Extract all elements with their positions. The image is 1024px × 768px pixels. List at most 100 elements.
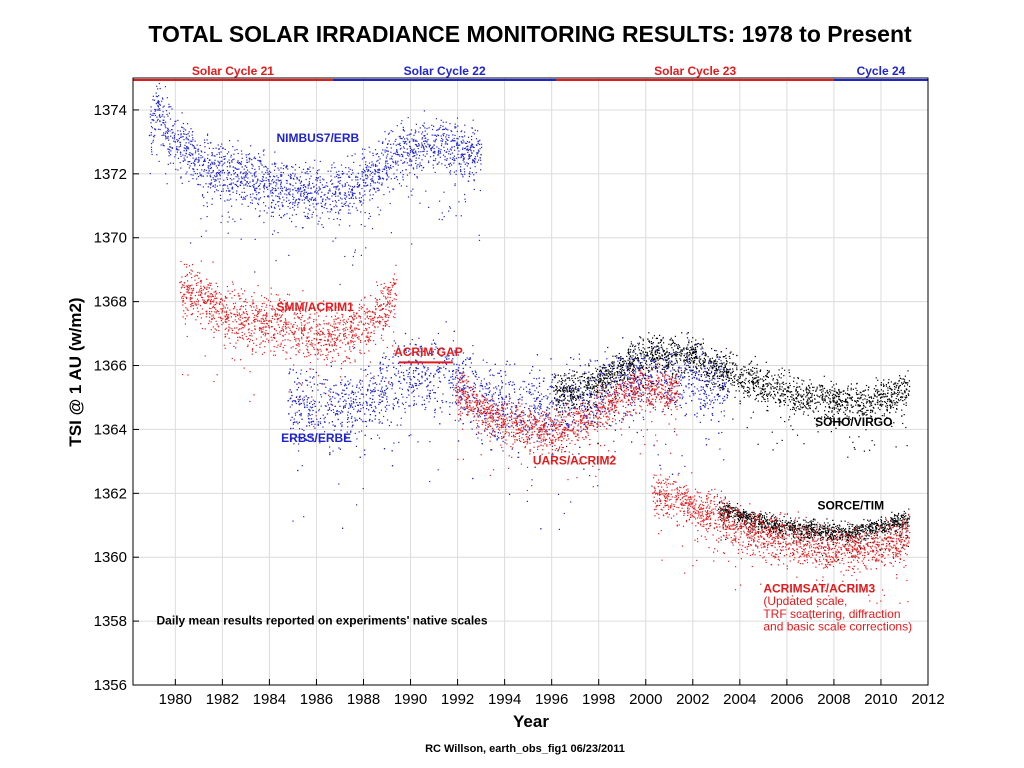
data-point bbox=[209, 300, 212, 303]
series-erbs-erbe bbox=[287, 321, 730, 530]
annotation-acrim3-l2: TRF scattering, diffraction bbox=[763, 607, 900, 621]
x-tick-label: 2012 bbox=[911, 691, 944, 708]
data-point bbox=[339, 192, 341, 194]
data-point bbox=[186, 147, 188, 149]
data-point bbox=[233, 313, 235, 316]
annotation-acrim3-l1: (Updated scale, bbox=[763, 594, 847, 608]
data-point bbox=[845, 531, 847, 533]
data-point bbox=[257, 179, 259, 181]
x-tick-label: 2004 bbox=[723, 691, 756, 708]
data-point bbox=[304, 406, 306, 408]
data-point bbox=[445, 368, 447, 370]
data-point bbox=[868, 400, 870, 402]
data-point bbox=[739, 377, 741, 379]
data-point bbox=[268, 320, 271, 322]
data-point bbox=[280, 320, 282, 322]
data-point bbox=[645, 387, 647, 389]
data-point bbox=[786, 524, 788, 526]
data-point bbox=[433, 144, 435, 146]
data-point bbox=[892, 393, 894, 395]
data-point bbox=[645, 355, 647, 357]
credit-text: RC Willson, earth_obs_fig1 06/23/2011 bbox=[425, 743, 625, 755]
data-point bbox=[668, 352, 670, 354]
data-point bbox=[908, 390, 910, 392]
data-point bbox=[656, 352, 659, 354]
data-point bbox=[887, 540, 889, 542]
data-point bbox=[398, 380, 400, 383]
y-tick-label: 1372 bbox=[94, 166, 127, 183]
data-point bbox=[734, 524, 736, 526]
data-point bbox=[315, 192, 318, 194]
data-point bbox=[268, 182, 271, 185]
y-tick-label: 1374 bbox=[94, 102, 127, 119]
data-point bbox=[710, 511, 713, 514]
data-point bbox=[633, 358, 635, 360]
data-point bbox=[339, 332, 341, 335]
series-acrimsat-acrim3 bbox=[652, 472, 911, 620]
data-point bbox=[456, 147, 459, 149]
data-points bbox=[148, 82, 911, 620]
data-point bbox=[668, 390, 670, 392]
data-point bbox=[503, 419, 506, 421]
data-point bbox=[186, 291, 188, 293]
data-point bbox=[875, 543, 877, 546]
data-point bbox=[362, 179, 365, 181]
series-smm-acrim1 bbox=[179, 260, 398, 428]
data-point bbox=[863, 546, 866, 549]
x-tick-label: 1994 bbox=[488, 691, 521, 708]
data-point bbox=[409, 147, 412, 149]
cycle-label: Solar Cycle 23 bbox=[654, 64, 736, 78]
data-point bbox=[174, 141, 176, 143]
data-point bbox=[703, 380, 706, 383]
data-point bbox=[327, 192, 329, 194]
data-point bbox=[656, 371, 659, 373]
cycle-label: Solar Cycle 21 bbox=[192, 64, 274, 78]
y-tick-label: 1362 bbox=[94, 485, 127, 502]
data-point bbox=[675, 499, 677, 501]
data-point bbox=[774, 524, 776, 526]
data-point bbox=[762, 521, 765, 523]
data-point bbox=[351, 329, 353, 332]
data-point bbox=[769, 534, 772, 536]
data-point bbox=[856, 400, 859, 402]
cycle-label: Cycle 24 bbox=[857, 64, 906, 78]
series-soho-virgo bbox=[553, 332, 911, 458]
data-point bbox=[609, 371, 612, 373]
data-point bbox=[287, 400, 289, 402]
y-tick-label: 1366 bbox=[94, 358, 127, 375]
annotations: NIMBUS7/ERB SMM/ACRIM1 ACRIM GAP ERBS/ERBE U… bbox=[157, 131, 913, 634]
data-point bbox=[569, 390, 572, 392]
data-point bbox=[899, 540, 901, 542]
data-point bbox=[539, 406, 541, 408]
data-point bbox=[351, 189, 353, 191]
data-point bbox=[809, 527, 812, 530]
data-point bbox=[750, 380, 753, 383]
x-axis-ticks: 1980 1982 1984 1986 1988 1990 1992 1994 1996 1998… bbox=[159, 679, 945, 708]
data-point bbox=[833, 531, 835, 533]
data-point bbox=[880, 396, 882, 399]
data-point bbox=[292, 326, 294, 328]
data-point bbox=[663, 495, 666, 498]
data-point bbox=[793, 540, 795, 542]
data-point bbox=[833, 400, 835, 402]
y-tick-label: 1370 bbox=[94, 230, 127, 247]
data-point bbox=[398, 154, 400, 156]
series-nimbus7-erb bbox=[148, 82, 483, 286]
data-point bbox=[492, 415, 494, 418]
data-point bbox=[421, 371, 423, 373]
x-axis-label: Year bbox=[513, 712, 549, 731]
data-point bbox=[727, 371, 729, 373]
data-point bbox=[209, 163, 212, 165]
x-tick-label: 1984 bbox=[253, 691, 286, 708]
data-point bbox=[821, 531, 823, 533]
data-point bbox=[797, 393, 800, 395]
annotation-gap: ACRIM GAP bbox=[394, 345, 463, 359]
annotation-erbs: ERBS/ERBE bbox=[281, 431, 351, 445]
data-point bbox=[327, 409, 329, 411]
data-point bbox=[828, 546, 830, 549]
data-point bbox=[480, 409, 482, 411]
data-point bbox=[845, 400, 847, 402]
data-point bbox=[386, 160, 388, 162]
data-point bbox=[598, 380, 600, 383]
